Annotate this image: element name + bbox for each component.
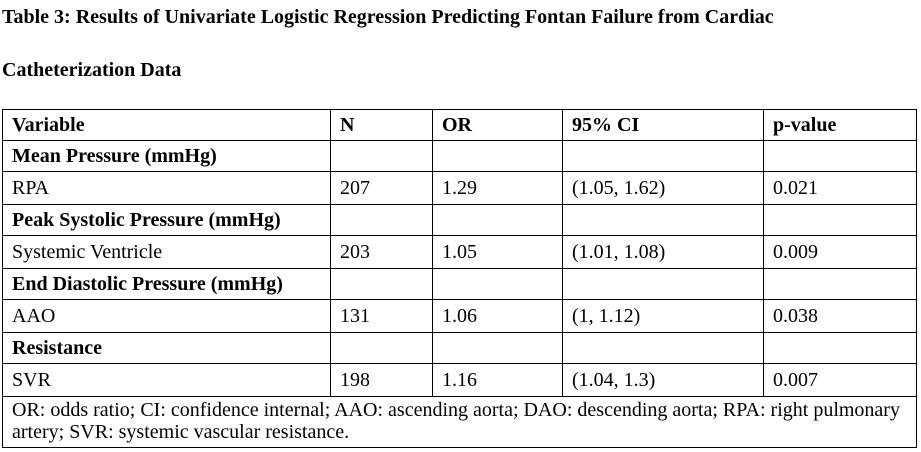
cell-p-value: 0.021 [763, 171, 917, 205]
cell-p-value: 0.007 [763, 363, 917, 397]
header-p-value: p-value [763, 109, 917, 141]
table-row: SVR 198 1.16 (1.04, 1.3) 0.007 [2, 363, 917, 397]
empty-cell [330, 140, 433, 172]
cell-or: 1.06 [432, 299, 563, 333]
cell-variable: RPA [2, 171, 331, 205]
section-label: Mean Pressure (mmHg) [2, 140, 331, 172]
header-variable: Variable [2, 109, 331, 141]
cell-or: 1.05 [432, 235, 563, 269]
table-row: Systemic Ventricle 203 1.05 (1.01, 1.08)… [2, 235, 917, 269]
results-table: Variable N OR 95% CI p-value Mean Pressu… [2, 109, 917, 448]
empty-cell [562, 204, 764, 236]
empty-cell [562, 140, 764, 172]
cell-or: 1.16 [432, 363, 563, 397]
empty-cell [763, 140, 917, 172]
header-or: OR [432, 109, 563, 141]
table-title: Table 3: Results of Univariate Logistic … [2, 6, 774, 28]
section-row: Peak Systolic Pressure (mmHg) [2, 204, 917, 236]
cell-p-value: 0.009 [763, 235, 917, 269]
empty-cell [330, 204, 433, 236]
cell-ci: (1.05, 1.62) [562, 171, 764, 205]
empty-cell [763, 332, 917, 364]
footnote-row: OR: odds ratio; CI: confidence internal;… [2, 396, 917, 448]
header-row: Variable N OR 95% CI p-value [2, 109, 917, 141]
table-title-continued: Catheterization Data [2, 59, 182, 81]
cell-variable: Systemic Ventricle [2, 235, 331, 269]
empty-cell [562, 268, 764, 300]
empty-cell [330, 332, 433, 364]
section-label: End Diastolic Pressure (mmHg) [2, 268, 331, 300]
cell-n: 198 [330, 363, 433, 397]
section-row: Mean Pressure (mmHg) [2, 140, 917, 172]
cell-ci: (1.01, 1.08) [562, 235, 764, 269]
cell-n: 207 [330, 171, 433, 205]
table-footnote: OR: odds ratio; CI: confidence internal;… [2, 396, 917, 448]
cell-or: 1.29 [432, 171, 563, 205]
empty-cell [763, 268, 917, 300]
cell-variable: SVR [2, 363, 331, 397]
empty-cell [763, 204, 917, 236]
section-row: Resistance [2, 332, 917, 364]
section-label: Resistance [2, 332, 331, 364]
empty-cell [432, 140, 563, 172]
cell-ci: (1.04, 1.3) [562, 363, 764, 397]
header-n: N [330, 109, 433, 141]
empty-cell [330, 268, 433, 300]
header-ci: 95% CI [562, 109, 764, 141]
empty-cell [432, 204, 563, 236]
cell-n: 203 [330, 235, 433, 269]
cell-ci: (1, 1.12) [562, 299, 764, 333]
empty-cell [432, 268, 563, 300]
cell-variable: AAO [2, 299, 331, 333]
cell-p-value: 0.038 [763, 299, 917, 333]
empty-cell [562, 332, 764, 364]
section-label: Peak Systolic Pressure (mmHg) [2, 204, 331, 236]
cell-n: 131 [330, 299, 433, 333]
empty-cell [432, 332, 563, 364]
section-row: End Diastolic Pressure (mmHg) [2, 268, 917, 300]
table-row: AAO 131 1.06 (1, 1.12) 0.038 [2, 299, 917, 333]
table-row: RPA 207 1.29 (1.05, 1.62) 0.021 [2, 171, 917, 205]
